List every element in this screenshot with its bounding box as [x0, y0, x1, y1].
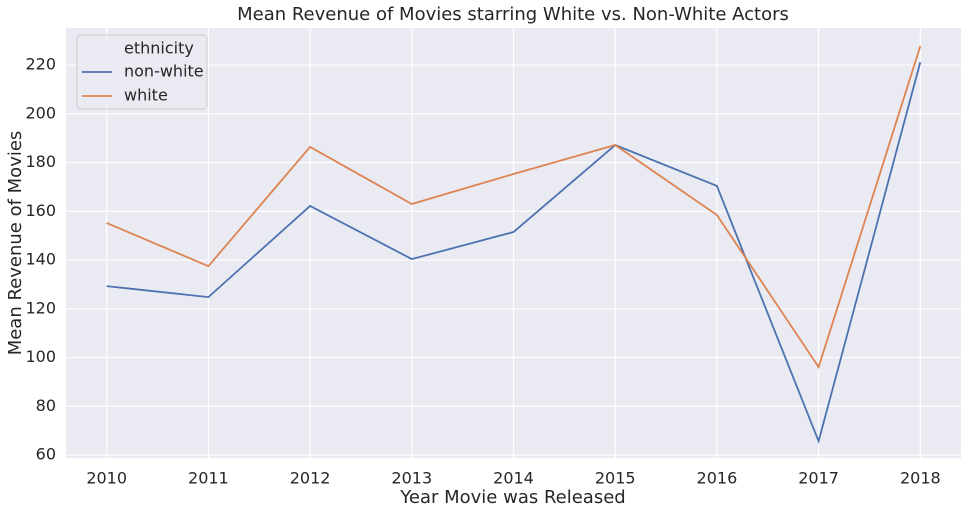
legend-label: white [124, 86, 168, 105]
legend-box [76, 34, 208, 110]
x-axis-label: Year Movie was Released [399, 487, 625, 508]
y-tick-label: 140 [25, 250, 56, 269]
legend: ethnicity non-white white [76, 34, 208, 110]
x-tick-label: 2011 [188, 469, 229, 488]
y-tick-label: 220 [25, 55, 56, 74]
x-tick-label: 2018 [900, 469, 941, 488]
x-tick-label: 2012 [290, 469, 331, 488]
y-tick-label: 120 [25, 298, 56, 317]
x-tick-label: 2017 [798, 469, 839, 488]
line [106, 45, 922, 370]
legend-label: non-white [124, 62, 204, 81]
y-tick-label: 80 [36, 396, 56, 415]
x-tick-label: 2013 [391, 469, 432, 488]
x-tick-label: 2014 [493, 469, 534, 488]
line [106, 61, 922, 445]
y-tick-label: 160 [25, 201, 56, 220]
x-tick-label: 2010 [86, 469, 127, 488]
y-tick-label: 200 [25, 103, 56, 122]
chart-title: Mean Revenue of Movies starring White vs… [237, 4, 789, 25]
x-tick-label: 2015 [595, 469, 636, 488]
y-tick-label: 100 [25, 347, 56, 366]
y-tick-label: 60 [36, 445, 56, 464]
legend-title: ethnicity [124, 39, 194, 58]
y-tick-label: 180 [25, 152, 56, 171]
y-axis-label: Mean Revenue of Movies [5, 131, 26, 356]
x-tick-label: 2016 [697, 469, 738, 488]
